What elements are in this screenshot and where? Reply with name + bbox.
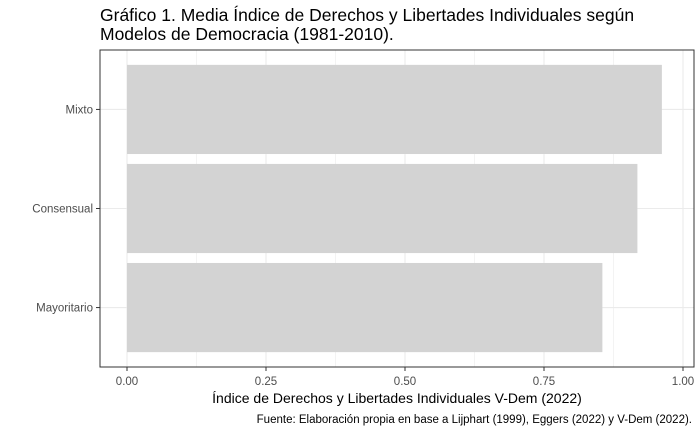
x-tick-label: 0.25 bbox=[255, 376, 277, 388]
bar-mayoritario bbox=[127, 262, 603, 353]
x-tick-label: 0.75 bbox=[533, 376, 555, 388]
x-tick-label: 0.50 bbox=[394, 376, 416, 388]
y-tick-label: Consensual bbox=[32, 204, 93, 216]
x-tick-label: 0.00 bbox=[116, 376, 138, 388]
y-axis: Mayoritario Consensual Mixto bbox=[32, 104, 100, 315]
x-tick-label: 1.00 bbox=[672, 376, 694, 388]
bar-mixto bbox=[127, 64, 662, 155]
caption: Fuente: Elaboración propia en base a Lij… bbox=[257, 414, 692, 426]
x-axis-title: Índice de Derechos y Libertades Individu… bbox=[212, 390, 582, 406]
bar-consensual bbox=[127, 163, 638, 254]
x-axis: 0.00 0.25 0.50 0.75 1.00 bbox=[116, 367, 694, 388]
y-tick-label: Mixto bbox=[66, 104, 93, 116]
bars bbox=[127, 64, 662, 353]
chart-title: Gráfico 1. Media Índice de Derechos y Li… bbox=[100, 5, 635, 44]
y-tick-label: Mayoritario bbox=[36, 303, 93, 315]
